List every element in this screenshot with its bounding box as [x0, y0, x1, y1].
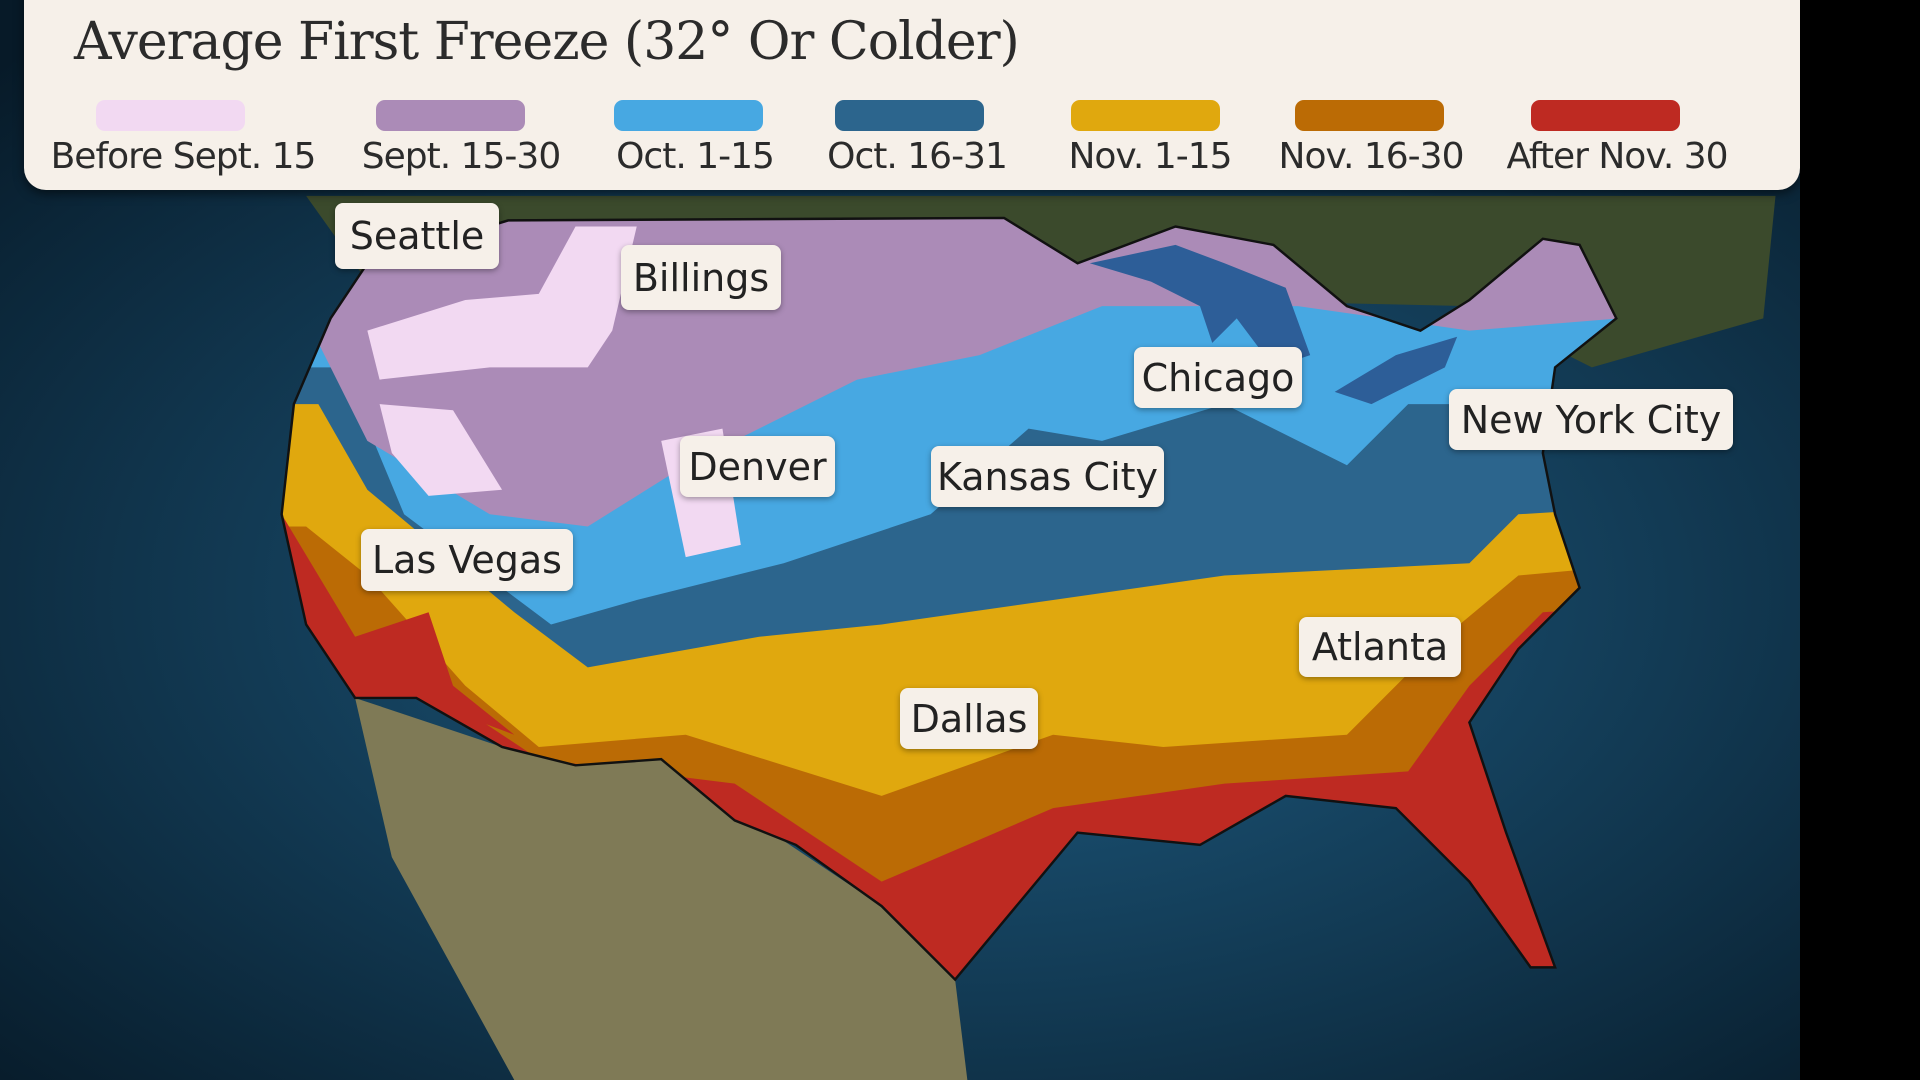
- legend-label: After Nov. 30: [1506, 136, 1728, 177]
- zone-after-nov-30-coast: [281, 514, 515, 735]
- city-label-new-york-city: New York City: [1449, 389, 1733, 450]
- legend-label: Before Sept. 15: [50, 136, 317, 177]
- swatch-before-sept-15: [96, 100, 245, 131]
- city-label-dallas: Dallas: [900, 688, 1038, 749]
- swatch-sept-15-30: [376, 100, 525, 131]
- legend-label: Oct. 16-31: [827, 136, 1008, 177]
- city-label-seattle: Seattle: [335, 203, 499, 269]
- zone-before-sept-15: [379, 404, 503, 496]
- swatch-nov-1-15: [1071, 100, 1220, 131]
- swatch-after-nov-30: [1531, 100, 1680, 131]
- zone-sept-15-30: [281, 217, 1617, 527]
- city-label-atlanta: Atlanta: [1299, 617, 1461, 677]
- legend-label: Oct. 1-15: [616, 136, 775, 177]
- city-label-las-vegas: Las Vegas: [361, 529, 573, 591]
- city-label-chicago: Chicago: [1134, 347, 1302, 408]
- map-title: Average First Freeze (32° Or Colder): [74, 12, 1020, 72]
- city-label-kansas-city: Kansas City: [931, 446, 1164, 507]
- legend-label: Nov. 16-30: [1278, 136, 1465, 177]
- zone-before-sept-15: [367, 226, 637, 380]
- land-mexico: [355, 697, 968, 1080]
- great-lakes: [1089, 244, 1458, 405]
- legend-panel: Average First Freeze (32° Or Colder) Bef…: [24, 0, 1800, 190]
- black-edge: [1800, 0, 1920, 1080]
- swatch-nov-16-30: [1295, 100, 1444, 131]
- legend-label: Sept. 15-30: [361, 136, 561, 177]
- swatch-oct-16-31: [835, 100, 984, 131]
- legend-label: Nov. 1-15: [1068, 136, 1232, 177]
- city-label-billings: Billings: [621, 245, 781, 310]
- city-label-denver: Denver: [680, 436, 835, 497]
- swatch-oct-1-15: [614, 100, 763, 131]
